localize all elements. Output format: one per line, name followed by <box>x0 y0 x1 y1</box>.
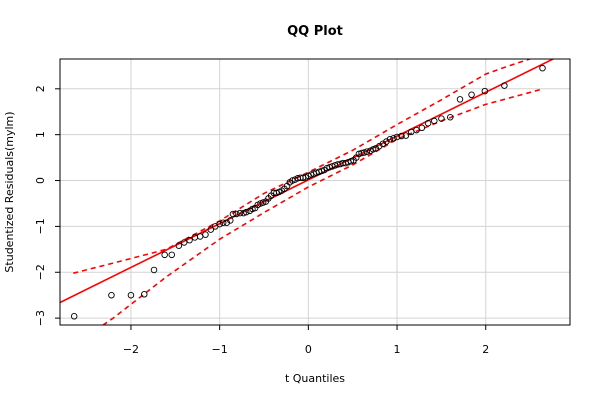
data-point-70 <box>369 146 377 153</box>
data-point-86 <box>447 113 454 121</box>
data-point-8 <box>180 239 188 246</box>
x-tick-label: 2 <box>482 343 489 356</box>
data-point-12 <box>202 231 209 238</box>
data-point-62 <box>347 158 355 165</box>
axes: −2 −1 0 1 2 −3 −2 −1 0 1 2 <box>34 85 489 356</box>
x-tick-label: 1 <box>394 343 401 356</box>
data-point-16 <box>219 219 227 226</box>
data-point-76 <box>390 135 397 142</box>
data-point-68 <box>363 148 371 155</box>
data-point-78 <box>398 132 405 140</box>
data-point-15 <box>216 220 223 228</box>
y-tick-label: −3 <box>34 310 47 326</box>
data-points <box>70 64 546 320</box>
y-tick-label: −2 <box>34 264 47 280</box>
data-point-84 <box>431 117 438 125</box>
data-point-88 <box>468 91 475 99</box>
data-point-79 <box>402 132 410 139</box>
y-tick-label: −1 <box>34 218 47 234</box>
data-point-83 <box>424 119 432 127</box>
x-tick-label: 0 <box>305 343 312 356</box>
y-axis-label: Studentized Residuals(mylm) <box>3 111 16 272</box>
data-point-40 <box>289 177 296 184</box>
data-point-77 <box>393 133 401 141</box>
data-point-82 <box>418 124 426 132</box>
data-point-18 <box>227 217 234 224</box>
data-point-1 <box>108 291 115 299</box>
confidence-envelope <box>73 59 544 325</box>
chart-title: QQ Plot <box>287 24 343 39</box>
y-tick-label: 0 <box>34 177 47 184</box>
data-point-7 <box>175 242 183 249</box>
data-point-51 <box>318 167 325 175</box>
data-point-87 <box>456 96 464 103</box>
data-point-25 <box>249 205 256 213</box>
data-point-85 <box>438 115 445 122</box>
data-point-90 <box>501 82 508 89</box>
x-tick-label: −2 <box>123 343 139 356</box>
x-tick-label: −1 <box>212 343 228 356</box>
data-point-9 <box>186 236 193 244</box>
data-point-6 <box>168 251 176 259</box>
data-point-21 <box>236 209 244 217</box>
data-point-75 <box>386 136 394 143</box>
plot-frame <box>59 58 571 326</box>
data-point-22 <box>240 209 247 217</box>
data-point-29 <box>259 199 267 206</box>
data-point-19 <box>229 210 237 218</box>
data-point-23 <box>243 208 250 216</box>
y-tick-label: 2 <box>34 85 47 92</box>
data-point-89 <box>481 87 489 95</box>
data-point-11 <box>196 233 204 240</box>
data-point-81 <box>413 126 420 134</box>
data-point-20 <box>233 210 240 218</box>
y-tick-label: 1 <box>34 131 47 138</box>
envelope-lower-line <box>101 88 544 325</box>
data-point-5 <box>161 251 168 259</box>
data-point-0 <box>70 313 78 320</box>
data-point-34 <box>273 189 280 197</box>
data-point-2 <box>127 291 135 299</box>
envelope-upper-line <box>73 59 533 274</box>
data-point-3 <box>141 291 148 298</box>
data-point-4 <box>150 266 158 274</box>
data-point-67 <box>360 149 368 156</box>
data-point-91 <box>539 64 546 72</box>
x-axis-label: t Quantiles <box>285 372 345 385</box>
data-point-13 <box>207 226 215 233</box>
grid-lines <box>60 59 570 325</box>
